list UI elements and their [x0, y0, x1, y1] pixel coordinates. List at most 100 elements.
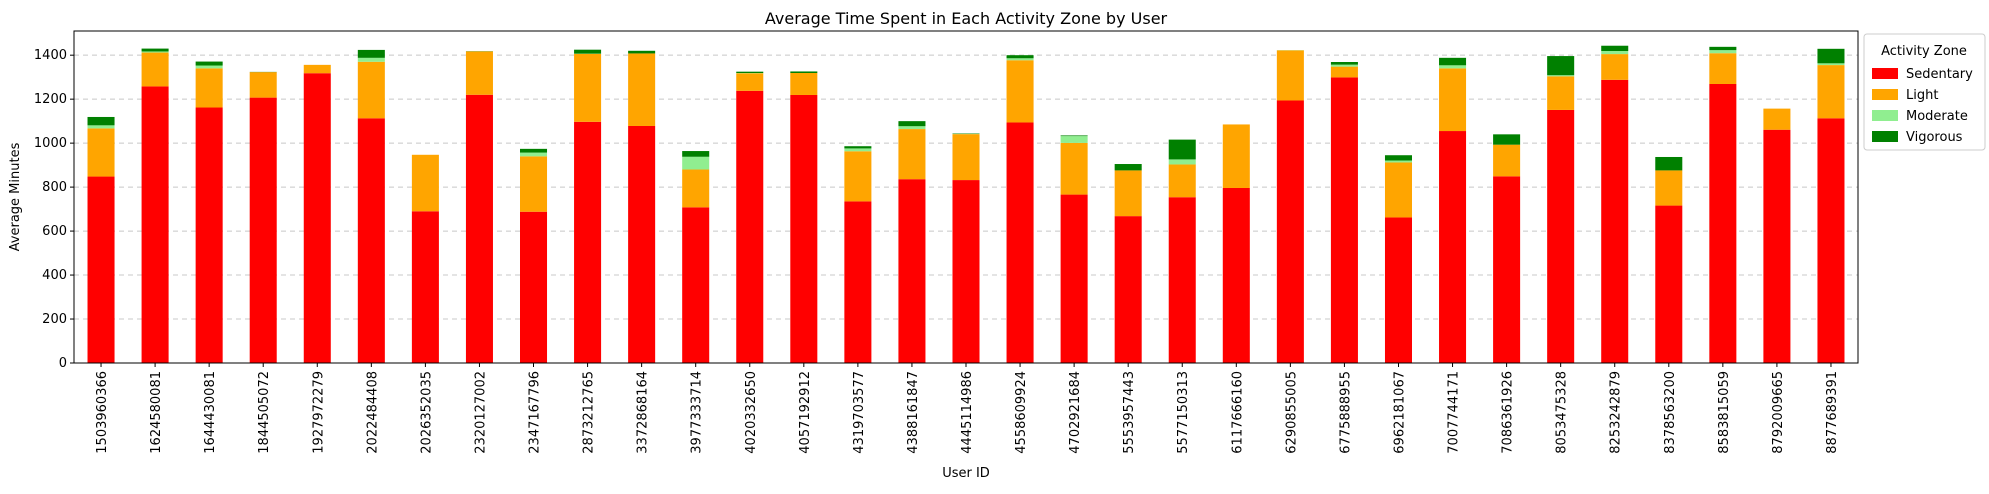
bar-segment-moderate	[196, 66, 223, 69]
bar-segment-light	[844, 151, 871, 201]
bar-segment-vigorous	[1709, 47, 1736, 50]
bar-segment-moderate	[1709, 50, 1736, 53]
bar-segment-sedentary	[628, 126, 655, 363]
y-tick-label: 400	[42, 268, 67, 283]
bar-segment-light	[1601, 54, 1628, 80]
bar-segment-sedentary	[898, 179, 925, 363]
legend-swatch-moderate	[1872, 110, 1898, 121]
legend: Activity Zone SedentaryLightModerateVigo…	[1864, 34, 1985, 150]
bar-segment-moderate	[1439, 65, 1466, 68]
x-tick-label: 2026352035	[419, 371, 434, 454]
bar-segment-light	[1061, 143, 1088, 195]
x-tick-label: 6290855005	[1284, 371, 1299, 454]
bar-segment-vigorous	[196, 62, 223, 66]
bar-segment-vigorous	[520, 149, 547, 153]
bar-segment-light	[1655, 170, 1682, 205]
x-tick-label: 8253242879	[1609, 371, 1624, 454]
bar-segment-light	[1007, 60, 1034, 122]
bar-segment-light	[574, 54, 601, 122]
x-tick-label: 6117666160	[1230, 371, 1245, 454]
bar-segment-sedentary	[1331, 77, 1358, 363]
bar-segment-sedentary	[1709, 84, 1736, 363]
x-tick-label: 1844505072	[257, 371, 272, 454]
x-tick-label: 7086361926	[1501, 371, 1516, 454]
bar-segment-sedentary	[1439, 131, 1466, 363]
legend-label: Moderate	[1906, 109, 1968, 124]
bar-segment-moderate	[520, 153, 547, 157]
bar-segment-sedentary	[88, 177, 115, 363]
bar-segment-vigorous	[1115, 164, 1142, 170]
x-tick-label: 2873212765	[582, 371, 597, 454]
bar-segment-light	[1547, 76, 1574, 110]
bar-segment-vigorous	[1385, 155, 1412, 160]
legend-label: Vigorous	[1906, 130, 1963, 145]
bar-segment-vigorous	[898, 121, 925, 126]
bar-segment-light	[466, 51, 493, 94]
bar-segment-vigorous	[682, 151, 709, 157]
y-tick-label: 600	[42, 224, 67, 239]
bar-segment-sedentary	[358, 118, 385, 363]
y-axis-label: Average Minutes	[8, 142, 23, 251]
x-tick-label: 4558609924	[1014, 371, 1029, 454]
x-tick-label: 1503960366	[95, 371, 110, 454]
y-tick-label: 0	[59, 356, 67, 371]
x-tick-label: 8877689391	[1825, 371, 1840, 454]
bar-segment-sedentary	[1655, 206, 1682, 363]
bar-segment-vigorous	[1331, 62, 1358, 65]
bar-segment-vigorous	[736, 72, 763, 73]
bar-segment-moderate	[1169, 159, 1196, 164]
bar-segment-light	[520, 156, 547, 211]
bar-segment-light	[790, 73, 817, 95]
bar-segment-moderate	[358, 58, 385, 62]
bar-segment-vigorous	[1547, 56, 1574, 75]
bar-segment-light	[1709, 53, 1736, 84]
bar-segment-sedentary	[1817, 118, 1844, 363]
bar-segment-moderate	[1331, 65, 1358, 67]
bar-segment-moderate	[1547, 75, 1574, 76]
bar-segment-sedentary	[1385, 217, 1412, 363]
bar-segment-sedentary	[682, 207, 709, 363]
x-tick-label: 4020332650	[744, 371, 759, 454]
x-tick-label: 5553957443	[1122, 371, 1137, 454]
x-tick-label: 1927972279	[311, 371, 326, 454]
legend-label: Light	[1906, 88, 1938, 103]
bar-segment-sedentary	[1007, 122, 1034, 363]
bar-segment-sedentary	[952, 180, 979, 363]
x-tick-label: 3372868164	[636, 371, 651, 454]
bar-segment-sedentary	[1547, 110, 1574, 363]
bar-segment-moderate	[898, 126, 925, 129]
bar-segment-sedentary	[466, 95, 493, 363]
bar-segment-sedentary	[304, 73, 331, 363]
x-tick-label: 7007744171	[1447, 371, 1462, 454]
bar-segment-sedentary	[520, 212, 547, 363]
bar-segment-vigorous	[790, 71, 817, 73]
x-tick-label: 2320127002	[473, 371, 488, 454]
x-tick-label: 8583815059	[1717, 371, 1732, 454]
bar-segment-light	[1115, 170, 1142, 216]
bar-segment-sedentary	[1277, 100, 1304, 363]
x-tick-label: 3977333714	[690, 371, 705, 454]
bar-segment-sedentary	[1763, 130, 1790, 363]
x-tick-label: 1644430081	[203, 371, 218, 454]
x-axis-label: User ID	[942, 466, 990, 481]
bar-segment-sedentary	[1169, 197, 1196, 363]
chart-title: Average Time Spent in Each Activity Zone…	[765, 9, 1168, 28]
bar-segment-vigorous	[628, 51, 655, 54]
bar-segment-light	[1223, 124, 1250, 188]
bar-segment-vigorous	[1061, 135, 1088, 136]
bar-segment-vigorous	[1601, 46, 1628, 51]
bar-segment-light	[682, 170, 709, 208]
bar-segment-moderate	[1007, 58, 1034, 60]
bar-segment-sedentary	[1601, 80, 1628, 363]
bar-segment-moderate	[682, 157, 709, 170]
bar-segment-light	[358, 62, 385, 119]
bar-segment-sedentary	[196, 108, 223, 363]
bar-segment-sedentary	[574, 122, 601, 363]
x-tick-label: 8053475328	[1555, 371, 1570, 454]
bar-segment-vigorous	[142, 49, 169, 52]
bar-segment-light	[142, 53, 169, 87]
bar-segment-moderate	[1061, 136, 1088, 143]
bar-segment-light	[250, 72, 277, 98]
bar-segment-vigorous	[1817, 49, 1844, 64]
